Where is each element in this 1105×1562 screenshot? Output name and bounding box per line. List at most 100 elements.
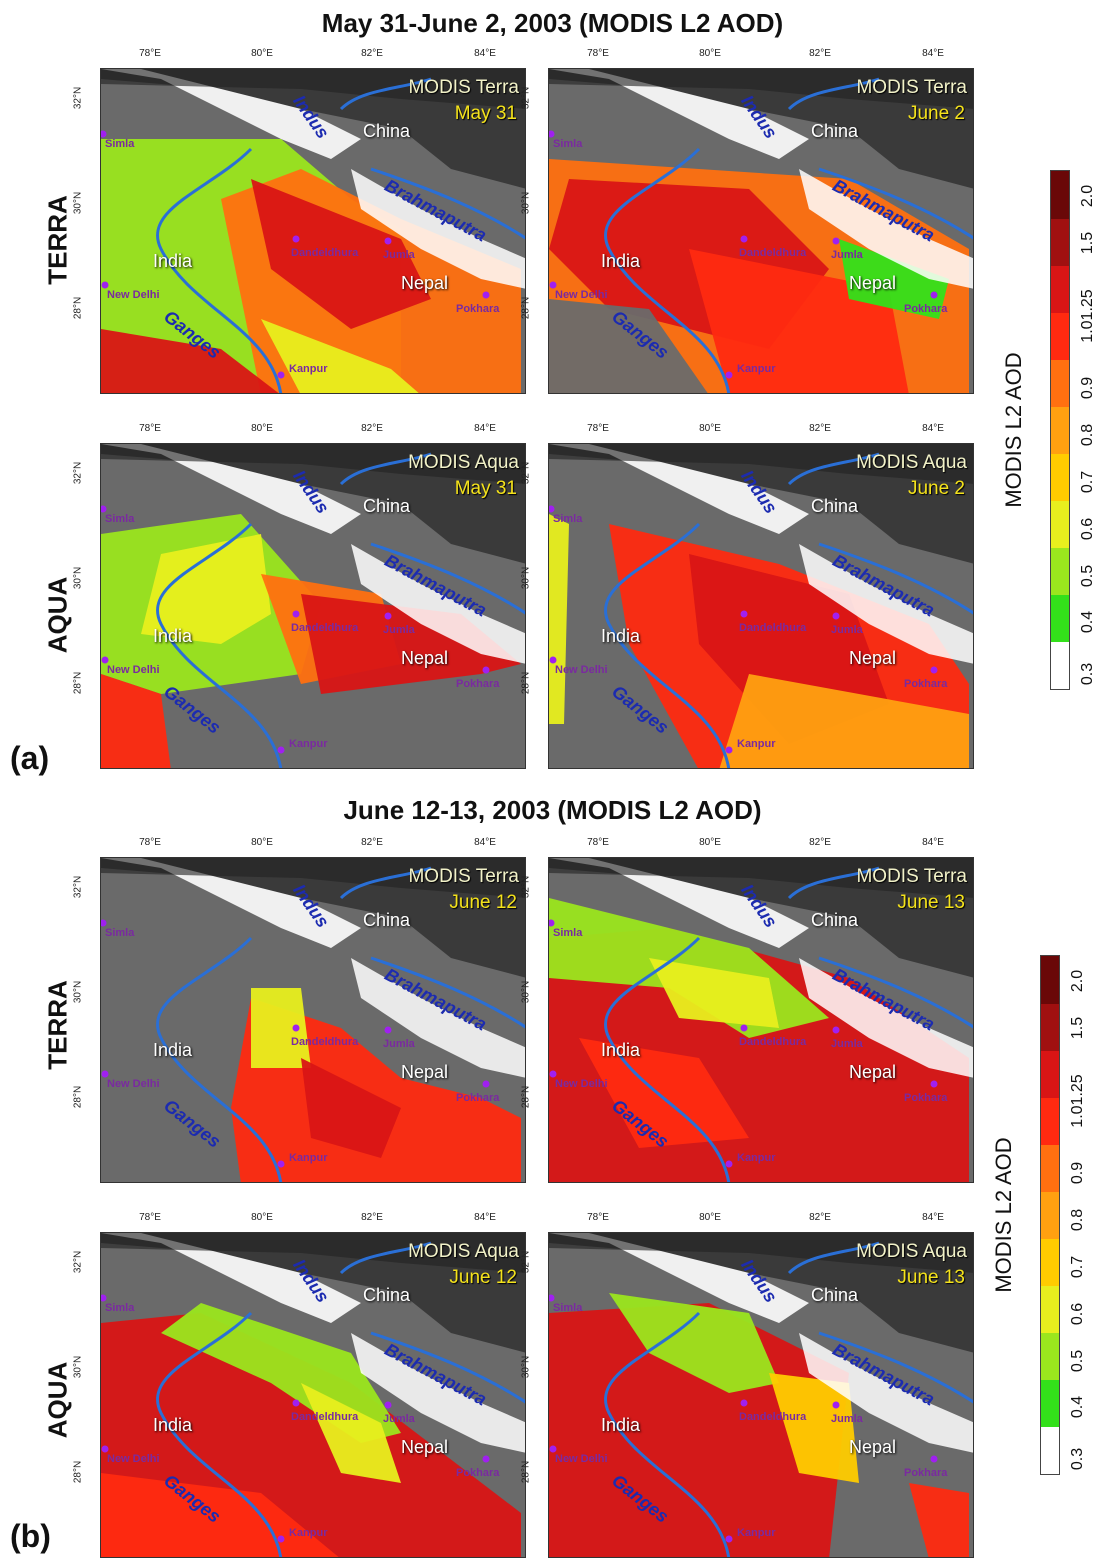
map-image: MODIS Aqua June 13 China India Nepal Indus Bra… (548, 1232, 974, 1558)
city-label: Simla (553, 138, 583, 150)
colorbar-tick: 1.5 (1079, 231, 1096, 254)
city-marker (549, 1294, 555, 1302)
city-marker (549, 130, 555, 138)
place-label-nepal: Nepal (401, 273, 449, 293)
city-label: Jumla (383, 624, 415, 636)
city-label: Kanpur (737, 738, 776, 750)
city-label: New Delhi (555, 1453, 608, 1465)
colorbar-tick: 0.5 (1069, 1349, 1086, 1372)
colorbar-tick: 1.01.25 (1079, 288, 1096, 343)
longitude-tick: 80°E (251, 837, 273, 848)
longitude-tick: 84°E (474, 1212, 496, 1223)
longitude-tick: 78°E (139, 1212, 161, 1223)
colorbar-segment (1051, 594, 1069, 643)
city-marker (930, 1080, 938, 1088)
colorbar-tick: 0.7 (1079, 470, 1096, 494)
latitude-tick: 32°N (520, 875, 532, 899)
colorbar-title: MODIS L2 AOD (1001, 352, 1026, 508)
city-label: Pokhara (904, 1467, 948, 1479)
colorbar-segment (1041, 1426, 1059, 1475)
city-marker (101, 919, 107, 927)
city-label: Simla (105, 1302, 135, 1314)
colorbar-segment (1041, 1285, 1059, 1334)
city-label: Kanpur (737, 1527, 776, 1539)
city-marker (832, 1026, 840, 1034)
city-label: New Delhi (107, 664, 160, 676)
latitude-tick: 28°N (520, 1460, 532, 1484)
colorbar-tick: 2.0 (1069, 969, 1086, 993)
latitude-tick: 30°N (72, 191, 84, 215)
longitude-tick: 80°E (251, 1212, 273, 1223)
longitude-tick: 80°E (699, 423, 721, 434)
colorbar-segment (1051, 218, 1069, 266)
city-marker (101, 1445, 109, 1453)
map-panel: 78°E 80°E 82°E 84°E 32°N 30°N 28°N MODIS Aqua J… (521, 1212, 974, 1558)
longitude-tick: 84°E (922, 423, 944, 434)
panel-letter-b: (b) (10, 1518, 51, 1554)
place-label-china: China (811, 496, 859, 516)
place-label-india: India (153, 251, 193, 271)
date-label: June 2 (907, 478, 965, 499)
colorbar-segment (1041, 1238, 1059, 1287)
map-image: MODIS Terra June 13 China India Nepal Indus Br… (548, 857, 974, 1183)
date-label: May 31 (454, 103, 517, 124)
city-marker (482, 666, 490, 674)
city-marker (725, 371, 733, 379)
map-panel: 78°E 80°E 82°E 84°E 32°N 30°N 28°N MODIS Terra… (73, 48, 526, 394)
longitude-tick: 82°E (361, 423, 383, 434)
longitude-tick: 80°E (699, 1212, 721, 1223)
city-marker (101, 281, 109, 289)
colorbar-tick: 0.4 (1079, 611, 1096, 634)
colorbar-segment (1041, 1144, 1059, 1192)
longitude-tick: 82°E (809, 48, 831, 59)
city-label: New Delhi (107, 289, 160, 301)
place-label-nepal: Nepal (401, 1437, 449, 1457)
colorbar-scale (1050, 170, 1070, 690)
city-label: Pokhara (456, 1467, 500, 1479)
city-marker (482, 1455, 490, 1463)
longitude-tick: 82°E (361, 1212, 383, 1223)
city-label: Jumla (831, 624, 863, 636)
colorbar-tick: 0.8 (1069, 1209, 1086, 1232)
city-marker (930, 291, 938, 299)
city-marker (101, 1294, 107, 1302)
longitude-tick: 78°E (139, 48, 161, 59)
place-label-nepal: Nepal (401, 648, 449, 668)
city-marker (930, 1455, 938, 1463)
satellite-label: MODIS Aqua (856, 452, 967, 473)
colorbar-tick: 0.9 (1069, 1162, 1086, 1185)
row-label-terra-a: TERRA (42, 195, 73, 285)
place-label-india: India (153, 626, 193, 646)
city-marker (549, 1445, 557, 1453)
city-marker (549, 281, 557, 289)
place-label-nepal: Nepal (849, 648, 897, 668)
city-label: Jumla (831, 1413, 863, 1425)
city-marker (277, 746, 285, 754)
place-label-india: India (601, 1040, 641, 1060)
longitude-tick: 84°E (922, 837, 944, 848)
colorbar-segment (1041, 1003, 1059, 1051)
colorbar-tick: 0.7 (1069, 1255, 1086, 1279)
city-label: New Delhi (107, 1453, 160, 1465)
city-label: Pokhara (456, 1092, 500, 1104)
city-label: Pokhara (456, 303, 500, 315)
city-label: Simla (105, 138, 135, 150)
place-label-nepal: Nepal (401, 1062, 449, 1082)
latitude-tick: 32°N (520, 1250, 532, 1274)
city-marker (101, 1070, 109, 1078)
latitude-tick: 28°N (72, 1460, 84, 1484)
latitude-tick: 28°N (72, 296, 84, 320)
map-panel: 78°E 80°E 82°E 84°E 32°N 30°N 28°N MODIS Terra… (521, 837, 974, 1183)
city-label: Jumla (383, 249, 415, 261)
colorbar-segment (1041, 1379, 1059, 1428)
place-label-china: China (363, 121, 411, 141)
colorbar-tick: 0.6 (1079, 517, 1096, 540)
latitude-tick: 30°N (72, 980, 84, 1004)
colorbar-tick: 0.8 (1079, 424, 1096, 447)
map-panel: 78°E 80°E 82°E 84°E 32°N 30°N 28°N MODIS Aqua J… (73, 1212, 526, 1558)
city-label: Kanpur (737, 363, 776, 375)
city-label: Kanpur (289, 1152, 328, 1164)
latitude-tick: 32°N (72, 461, 84, 485)
section-title-b: June 12-13, 2003 (MODIS L2 AOD) (343, 795, 762, 825)
longitude-tick: 84°E (474, 837, 496, 848)
